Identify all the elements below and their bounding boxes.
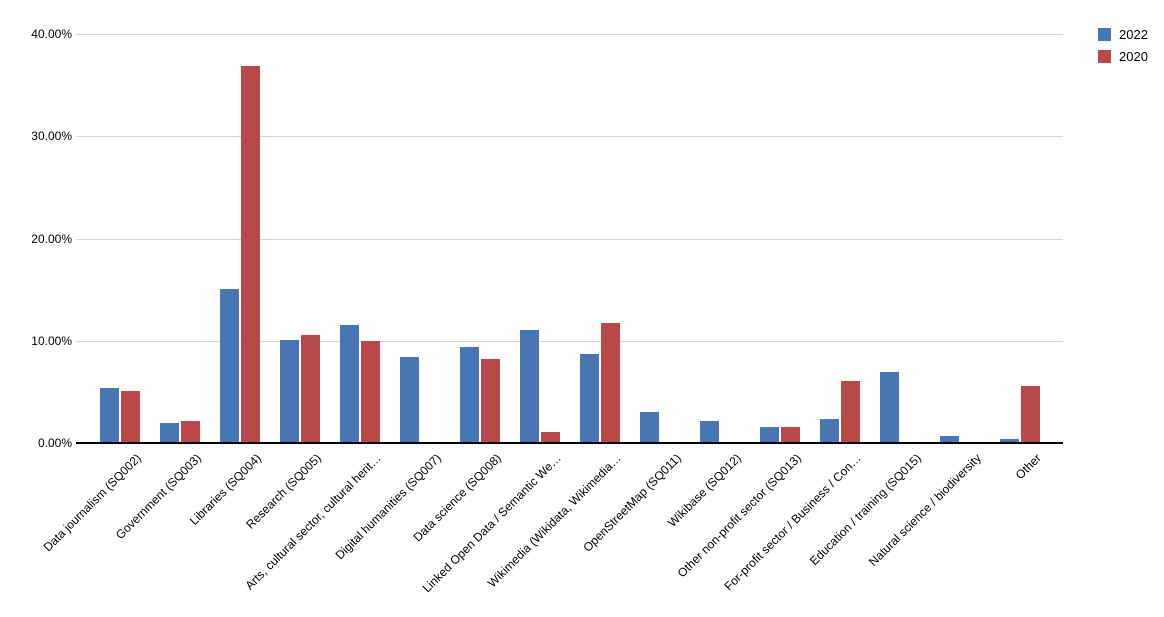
legend-swatch: [1098, 50, 1111, 63]
gridline: [76, 136, 1063, 137]
y-axis-tick-label: 0.00%: [37, 436, 72, 450]
legend-item: 2022: [1098, 28, 1148, 41]
bar-2020: [781, 427, 800, 443]
bar-2022: [760, 427, 779, 443]
bar-2020: [301, 335, 320, 443]
x-axis-line: [76, 442, 1063, 444]
bar-2022: [580, 354, 599, 443]
legend-item: 2020: [1098, 50, 1148, 63]
bar-2020: [1021, 386, 1040, 443]
bar-2022: [100, 388, 119, 443]
y-axis-tick-label: 40.00%: [31, 27, 72, 41]
bar-2022: [280, 340, 299, 443]
gridline: [76, 34, 1063, 35]
bar-2020: [481, 359, 500, 443]
bar-2022: [400, 357, 419, 443]
legend-label: 2020: [1119, 49, 1148, 64]
bar-2022: [220, 289, 239, 443]
bar-2022: [880, 372, 899, 443]
bar-2020: [601, 323, 620, 443]
bar-2022: [700, 421, 719, 443]
y-axis-tick-label: 10.00%: [31, 334, 72, 348]
bar-2022: [520, 330, 539, 443]
bar-2022: [940, 436, 959, 443]
x-axis-category-label: Other: [1012, 451, 1044, 483]
bar-2020: [181, 421, 200, 443]
y-axis-tick-label: 30.00%: [31, 129, 72, 143]
bar-2020: [121, 391, 140, 443]
bar-2022: [340, 325, 359, 443]
legend: 2022 2020: [1098, 28, 1148, 72]
bar-2020: [241, 66, 260, 443]
y-axis-tick-label: 20.00%: [31, 232, 72, 246]
bar-2022: [640, 412, 659, 443]
bar-2020: [541, 432, 560, 443]
bar-2022: [820, 419, 839, 443]
bar-2022: [1000, 439, 1019, 443]
bar-2022: [460, 347, 479, 443]
bar-2022: [160, 423, 179, 443]
bar-2020: [841, 381, 860, 443]
gridline: [76, 239, 1063, 240]
legend-label: 2022: [1119, 27, 1148, 42]
legend-swatch: [1098, 28, 1111, 41]
gridline: [76, 341, 1063, 342]
bar-2020: [361, 341, 380, 443]
